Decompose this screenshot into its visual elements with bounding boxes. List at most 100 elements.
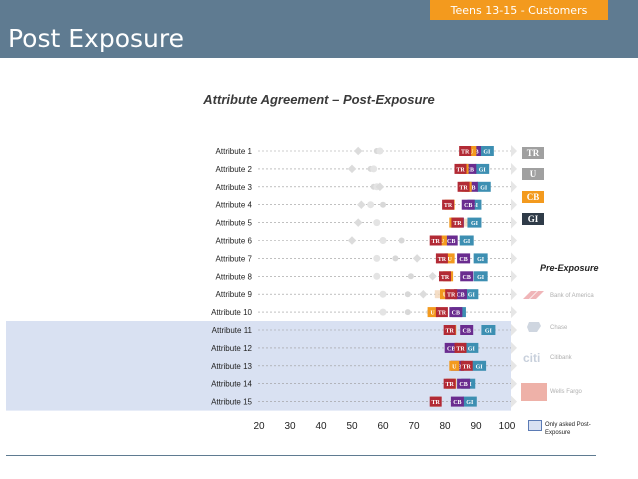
marker-label-cb: CB xyxy=(459,382,467,388)
pre-marker-gi xyxy=(379,290,387,298)
x-tick-label: 70 xyxy=(408,421,420,432)
marker-label-tr: TR xyxy=(445,329,454,335)
row-arrow xyxy=(511,359,517,372)
attribute-label: Attribute 13 xyxy=(211,362,252,371)
marker-tr xyxy=(460,360,473,371)
attribute-label: Attribute 3 xyxy=(216,183,253,192)
attribute-label: Attribute 14 xyxy=(211,380,252,389)
marker-label-gi: GI xyxy=(468,293,476,299)
row-arrow xyxy=(511,377,517,390)
row-arrow xyxy=(511,234,517,247)
pre-marker-tr xyxy=(380,201,386,208)
marker-tr xyxy=(457,181,470,192)
marker-cb xyxy=(454,289,467,300)
marker-label-tr: TR xyxy=(444,203,453,209)
pre-marker-u xyxy=(412,254,422,263)
attribute-label: Attribute 1 xyxy=(216,147,253,156)
marker-cb xyxy=(444,342,458,353)
marker-cb xyxy=(450,396,464,407)
marker-tr xyxy=(454,342,467,353)
marker-label-tr: TR xyxy=(459,185,468,191)
legend-key-gi: GI xyxy=(522,213,544,225)
only-asked-label: Only asked Post-Exposure xyxy=(545,422,591,436)
marker-tr xyxy=(451,217,464,228)
marker-label-gi: GI xyxy=(479,167,487,173)
marker-label-gi: GI xyxy=(471,203,479,209)
marker-label-gi: GI xyxy=(483,150,491,156)
marker-gi xyxy=(479,146,494,156)
pre-marker-u xyxy=(347,164,357,174)
wells-fargo-logo xyxy=(521,383,547,401)
marker-label-cb: CB xyxy=(453,400,461,406)
row-arrow xyxy=(511,162,517,175)
row-arrow xyxy=(511,270,517,283)
marker-label-gi: GI xyxy=(485,329,493,335)
marker-gi xyxy=(473,253,488,264)
row-arrow xyxy=(511,252,517,265)
pre-marker-gi xyxy=(370,165,378,173)
pre-marker-u xyxy=(353,146,363,156)
marker-label-cb: CB xyxy=(456,293,464,299)
marker-label-tr: TR xyxy=(461,150,470,156)
marker-gi xyxy=(472,360,487,371)
marker-label-tr: TR xyxy=(432,239,441,245)
attribute-label: Attribute 6 xyxy=(216,237,253,246)
marker-label-tr: TR xyxy=(438,257,447,263)
marker-label-cb: CB xyxy=(466,167,474,173)
marker-label-tr: TR xyxy=(438,311,447,317)
marker-label-cb: CB xyxy=(459,257,467,263)
marker-label-tr: TR xyxy=(432,400,441,406)
attribute-label: Attribute 8 xyxy=(216,272,253,281)
marker-tr xyxy=(429,396,442,407)
attribute-label: Attribute 11 xyxy=(212,326,253,335)
footer-divider xyxy=(6,455,596,456)
pre-marker-u xyxy=(375,182,385,192)
x-tick-label: 60 xyxy=(377,421,389,432)
citi-logo: citi xyxy=(523,351,540,364)
pre-marker-u xyxy=(357,200,366,209)
marker-tr xyxy=(443,325,456,335)
row-arrow xyxy=(511,198,517,211)
row-arrow xyxy=(511,180,517,193)
svg-text:citi: citi xyxy=(523,351,540,364)
marker-u xyxy=(440,289,450,300)
legend-title: Pre-Exposure xyxy=(540,263,599,273)
marker-tr xyxy=(439,271,451,282)
only-asked-swatch xyxy=(528,420,542,431)
marker-gi xyxy=(464,342,479,353)
pre-marker-u xyxy=(347,236,357,245)
row-arrow xyxy=(511,324,517,336)
marker-label-gi: GI xyxy=(477,257,485,263)
marker-label-u: U xyxy=(452,364,457,370)
chase-logo xyxy=(527,322,541,332)
marker-label-gi: GI xyxy=(476,364,484,370)
pre-marker-tr xyxy=(392,255,399,262)
marker-cb xyxy=(461,199,475,210)
marker-gi xyxy=(473,271,488,282)
brand-bank-of-america: Bank of America xyxy=(550,293,594,299)
marker-cb xyxy=(463,163,477,174)
x-tick-label: 90 xyxy=(470,421,482,432)
pre-marker-gi xyxy=(367,201,375,209)
row-arrow xyxy=(511,306,517,319)
marker-gi xyxy=(467,217,482,228)
marker-cb xyxy=(444,235,458,246)
marker-u xyxy=(427,307,438,318)
pre-marker-u xyxy=(428,272,437,281)
marker-label-gi: GI xyxy=(468,346,476,352)
pre-marker-gi xyxy=(379,308,387,316)
pre-marker-gi xyxy=(373,254,381,262)
marker-tr xyxy=(459,146,472,156)
marker-label-u: U xyxy=(440,239,445,245)
marker-label-gi: GI xyxy=(471,221,479,227)
x-tick-label: 50 xyxy=(346,421,358,432)
pre-marker-tr xyxy=(407,273,414,280)
segment-badge: Teens 13-15 - Customers xyxy=(430,0,608,20)
marker-tr xyxy=(429,235,442,246)
row-arrow xyxy=(511,216,517,229)
marker-cb xyxy=(460,325,474,335)
marker-label-gi: GI xyxy=(477,275,485,281)
x-tick-label: 80 xyxy=(439,421,451,432)
chart-title: Attribute Agreement – Post-Exposure xyxy=(203,92,435,107)
